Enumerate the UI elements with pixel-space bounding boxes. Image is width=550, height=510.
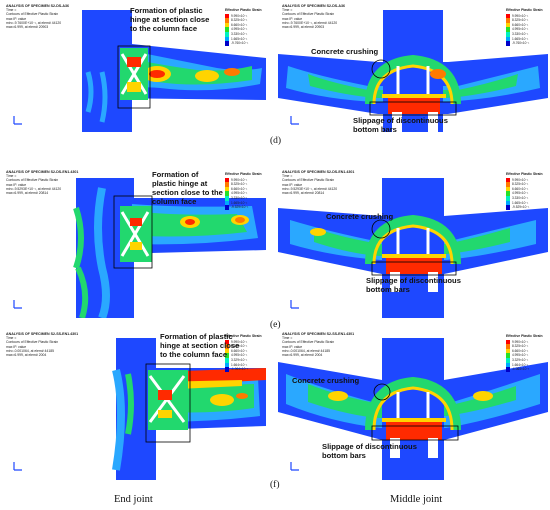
annotation-bar-slippage: Slippage of discontinuous bottom bars <box>322 442 417 460</box>
annotation-concrete-crushing: Concrete crushing <box>311 47 379 56</box>
legend: Effective Plastic Strain 9.990×10⁻¹ 8.32… <box>225 172 262 210</box>
fe-contour-e-left <box>2 168 266 318</box>
fe-contour-f-right <box>278 330 548 480</box>
legend: Effective Plastic Strain 9.990×10⁻¹ 8.32… <box>506 334 543 372</box>
annotation-bar-slippage: Slippage of discontinuous bottom bars <box>353 116 448 132</box>
annotation-concrete-crushing: Concrete crushing <box>292 376 360 385</box>
annotation-plastic-hinge: Formation of plastic hinge at section cl… <box>152 170 223 206</box>
caption-d: (d) <box>270 136 282 146</box>
annotation-plastic-hinge: Formation of plastic hinge at section cl… <box>160 332 240 359</box>
panel-d-end-joint: ANALYSIS OF SPECIMEN S2-DS-A36 Time = Co… <box>2 2 266 132</box>
fe-contour-d-left <box>2 2 266 132</box>
label-middle-joint: Middle joint <box>390 494 443 505</box>
label-end-joint: End joint <box>114 494 153 505</box>
panel-header: ANALYSIS OF SPECIMEN S2-DS-A36 Time = Co… <box>6 4 69 30</box>
panel-header: ANALYSIS OF SPECIMEN S2-DS-A36 Time = Co… <box>282 4 345 30</box>
panel-e-end-joint: ANALYSIS OF SPECIMEN S2-DS-EN1.4301 Time… <box>2 168 266 318</box>
annotation-bar-slippage: Slippage of discontinuous bottom bars <box>366 276 461 294</box>
panel-header: ANALYSIS OF SPECIMEN S2-DS-EN1.4301 Time… <box>6 170 79 196</box>
panel-d-middle-joint: ANALYSIS OF SPECIMEN S2-DS-A36 Time = Co… <box>278 2 548 132</box>
fe-contour-f-left <box>2 330 266 480</box>
annotation-concrete-crushing: Concrete crushing <box>326 212 394 221</box>
fe-contour-e-right <box>278 168 548 318</box>
caption-e: (e) <box>270 320 281 330</box>
panel-f-middle-joint: ANALYSIS OF SPECIMEN S2-SS-EN1.4301 Time… <box>278 330 548 480</box>
legend: Effective Plastic Strain 9.990×10⁻¹ 8.32… <box>506 172 543 210</box>
panel-f-end-joint: ANALYSIS OF SPECIMEN S2-SS-EN1.4301 Time… <box>2 330 266 480</box>
panel-header: ANALYSIS OF SPECIMEN S2-DS-EN1.4301 Time… <box>282 170 355 196</box>
annotation-plastic-hinge: Formation of plastic hinge at section cl… <box>130 6 210 33</box>
fe-contour-d-right <box>278 2 548 132</box>
caption-f: (f) <box>270 480 280 490</box>
legend: Effective Plastic Strain 9.990×10⁻¹ 8.32… <box>225 334 262 372</box>
panel-header: ANALYSIS OF SPECIMEN S2-SS-EN1.4301 Time… <box>282 332 355 358</box>
legend: Effective Plastic Strain 9.990×10⁻¹ 8.32… <box>506 8 543 46</box>
legend: Effective Plastic Strain 9.990×10⁻¹ 8.32… <box>225 8 262 46</box>
panel-header: ANALYSIS OF SPECIMEN S2-SS-EN1.4301 Time… <box>6 332 79 358</box>
panel-e-middle-joint: ANALYSIS OF SPECIMEN S2-DS-EN1.4301 Time… <box>278 168 548 318</box>
